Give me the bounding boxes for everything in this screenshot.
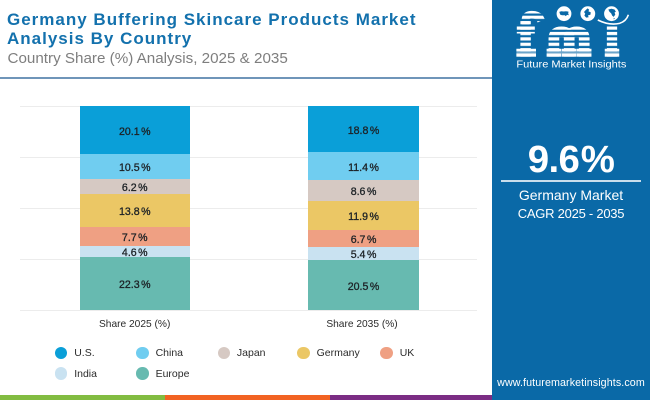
svg-text:Future Market Insights: Future Market Insights xyxy=(516,60,626,71)
